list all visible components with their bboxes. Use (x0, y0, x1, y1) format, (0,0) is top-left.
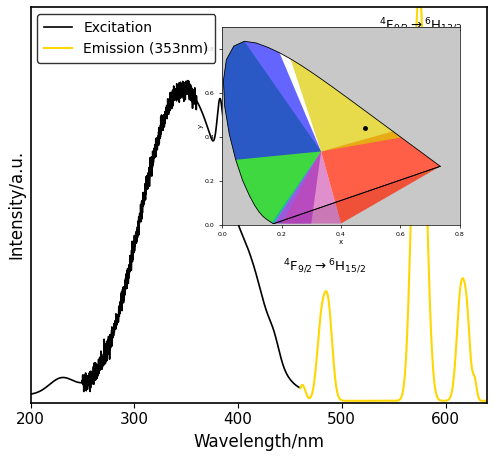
Excitation (28, 391, 34, 397)
Excitation (42, 385, 48, 390)
Emission (353nm) (484, 398, 490, 403)
Emission (353nm) (337, 397, 343, 402)
Emission (353nm) (297, 385, 303, 391)
Excitation (65, 376, 71, 381)
Emission (353nm) (425, 239, 431, 244)
X-axis label: Wavelength/nm: Wavelength/nm (193, 433, 324, 451)
Excitation (184, 78, 190, 83)
Y-axis label: Intensity/a.u.: Intensity/a.u. (7, 150, 25, 259)
Legend: Excitation, Emission (353nm): Excitation, Emission (353nm) (38, 14, 215, 63)
Line: Excitation: Excitation (31, 81, 300, 394)
Line: Emission (353nm): Emission (353nm) (300, 7, 487, 401)
Excitation (87, 372, 93, 378)
Excitation (243, 241, 249, 246)
Excitation (238, 227, 244, 233)
Emission (353nm) (374, 398, 380, 403)
Emission (353nm) (363, 398, 369, 403)
Text: $^4$F$_{9/2}$$\rightarrow$$^6$H$_{13/2}$: $^4$F$_{9/2}$$\rightarrow$$^6$H$_{13/2}$ (379, 16, 462, 35)
Excitation (205, 125, 211, 131)
Emission (353nm) (373, 398, 379, 403)
Text: $^4$F$_{9/2}$$\rightarrow$$^6$H$_{15/2}$: $^4$F$_{9/2}$$\rightarrow$$^6$H$_{15/2}$ (283, 258, 366, 276)
Emission (353nm) (368, 398, 373, 403)
Emission (353nm) (414, 4, 420, 10)
Excitation (297, 385, 303, 391)
Emission (353nm) (308, 394, 314, 399)
